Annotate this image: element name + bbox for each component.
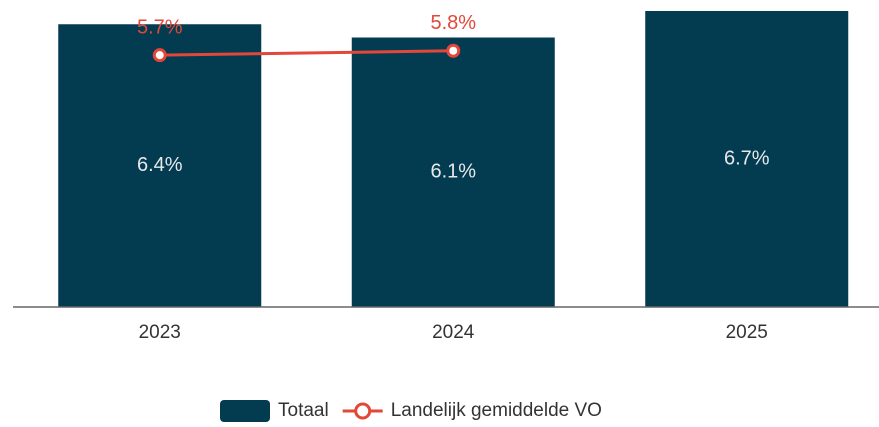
- legend-swatch: [354, 402, 372, 420]
- x-tick-label: 2023: [139, 322, 181, 343]
- bar: [58, 24, 262, 308]
- legend-label: Totaal: [278, 400, 329, 421]
- x-tick-label: 2024: [432, 322, 475, 343]
- x-tick-label: 2025: [726, 322, 768, 343]
- bar: [645, 11, 849, 307]
- bar: [351, 37, 555, 308]
- line-point: [446, 43, 461, 58]
- bar-value-label: 6.4%: [137, 154, 183, 176]
- line-value-label: 5.8%: [430, 12, 476, 34]
- line-value-label: 5.7%: [137, 16, 183, 38]
- legend-label: Landelijk gemiddelde VO: [391, 400, 602, 421]
- line: [159, 49, 454, 57]
- legend-swatch: [220, 400, 270, 422]
- line-point: [152, 48, 167, 63]
- bar-value-label: 6.1%: [430, 161, 476, 183]
- bar-value-label: 6.7%: [724, 147, 770, 169]
